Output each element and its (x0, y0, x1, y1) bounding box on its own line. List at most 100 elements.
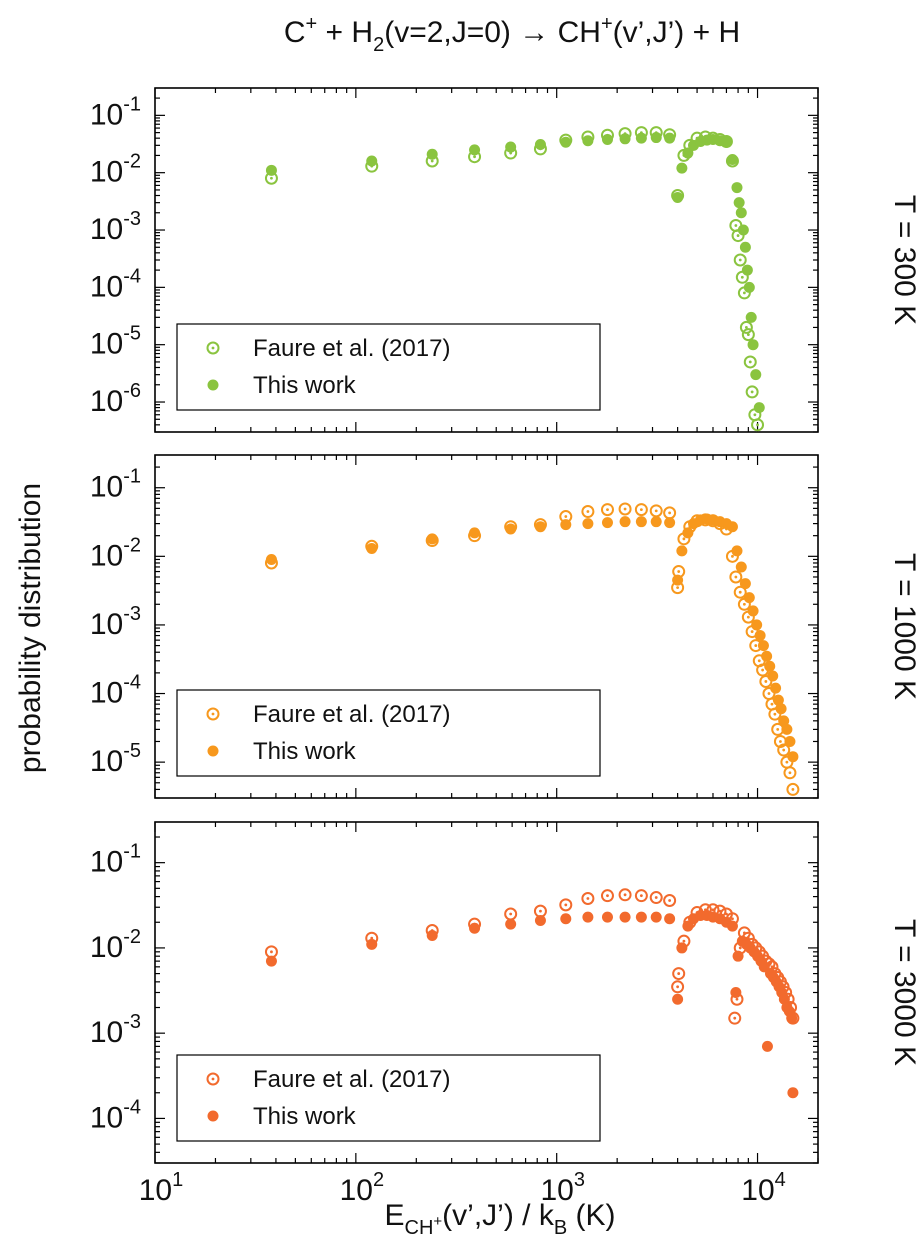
point-this-work (672, 191, 684, 203)
label-part-0: C (284, 16, 306, 49)
point-faure (671, 980, 685, 994)
point-faure (729, 570, 743, 584)
label-part-1: CH (405, 1217, 434, 1239)
point-this-work (754, 630, 766, 642)
point-faure-dot (370, 936, 374, 940)
point-faure-dot (734, 575, 738, 579)
legend-label: Faure et al. (2017) (253, 701, 450, 728)
point-faure (783, 766, 797, 780)
point-faure-dot (654, 509, 658, 513)
point-faure-dot (668, 899, 672, 902)
x-tick-label: 104 (741, 1169, 786, 1207)
legend-label: This work (253, 372, 357, 399)
point-this-work (743, 281, 755, 293)
data-points (264, 502, 800, 796)
point-this-work (730, 987, 742, 998)
point-this-work (682, 147, 694, 159)
y-tick-label: 10-4 (90, 672, 141, 710)
plot-frame (154, 454, 819, 799)
point-this-work (672, 574, 684, 586)
point-this-work (619, 516, 631, 528)
point-this-work (635, 132, 647, 144)
point-faure-dot (682, 537, 686, 541)
point-faure-dot (776, 728, 780, 731)
point-faure (672, 967, 686, 981)
point-faure-dot (676, 985, 680, 989)
point-this-work (619, 911, 631, 923)
label-part-4: B (554, 1217, 567, 1239)
legend: Faure et al. (2017) This work (176, 1054, 601, 1142)
point-faure-dot (731, 554, 734, 558)
point-this-work (775, 703, 787, 715)
panel-1: 10-5 10-4 10-3 10-2 10-1 T = 1000 K Faure et a… (90, 454, 921, 799)
label-part-3: (v’,J’) / k (442, 1199, 555, 1232)
point-faure (649, 891, 663, 905)
y-tick-label: 10-4 (90, 1096, 141, 1134)
x-tick-label: 103 (540, 1169, 585, 1207)
point-faure-dot (564, 515, 568, 518)
point-this-work (784, 735, 796, 747)
point-faure-dot (736, 234, 740, 237)
point-faure (739, 320, 753, 334)
point-this-work (778, 715, 790, 727)
point-this-work (469, 922, 481, 934)
point-this-work (786, 1012, 798, 1024)
legend-label: This work (253, 738, 357, 765)
point-faure-dot (733, 1016, 737, 1020)
y-tick-label: 10-1 (90, 841, 141, 879)
y-tick-label: 10-3 (90, 603, 141, 641)
point-faure (786, 782, 800, 796)
point-this-work (747, 605, 759, 617)
point-faure (600, 889, 614, 903)
label-part-4: (v=2,J=0) → CH (384, 16, 601, 49)
point-faure-dot (782, 748, 786, 752)
point-faure (634, 503, 648, 517)
point-faure-dot (738, 258, 742, 262)
point-this-work (778, 993, 790, 1005)
legend-marker-faure-dot (211, 1077, 215, 1081)
point-faure-dot (270, 176, 273, 180)
point-faure (663, 893, 677, 907)
point-faure (743, 355, 757, 369)
point-faure (600, 503, 614, 517)
point-faure-dot (734, 224, 738, 227)
point-this-work (767, 670, 779, 682)
point-this-work (682, 527, 694, 539)
point-faure-dot (735, 997, 739, 1001)
point-faure-dot (753, 413, 757, 417)
point-this-work (366, 938, 378, 950)
y-tick-label: 10-2 (90, 151, 141, 189)
legend-box (176, 689, 601, 777)
point-this-work (731, 545, 743, 557)
point-this-work (787, 1087, 799, 1099)
label-part-5: + (601, 13, 613, 35)
point-this-work (426, 929, 438, 941)
point-this-work (737, 224, 749, 236)
data-points (264, 126, 765, 432)
point-faure-dot (742, 602, 746, 606)
point-faure (733, 253, 747, 267)
point-this-work (676, 942, 688, 954)
point-this-work (745, 311, 757, 323)
point-this-work (733, 197, 745, 209)
label-part-5: (K) (567, 1199, 615, 1232)
point-this-work (770, 682, 782, 694)
point-this-work (505, 141, 517, 153)
point-faure-dot (738, 590, 742, 594)
point-faure-dot (473, 155, 476, 159)
point-this-work (469, 144, 481, 156)
legend-marker-faure-dot (211, 346, 215, 350)
legend-marker-faure-dot (211, 712, 215, 716)
point-faure-dot (539, 909, 542, 913)
y-tick-label: 10-5 (90, 323, 141, 361)
point-this-work (720, 136, 732, 148)
point-faure-dot (767, 692, 771, 695)
x-axis-label: ECH+(v’,J’) / kB (K) (385, 1199, 616, 1239)
point-this-work (560, 136, 572, 148)
legend: Faure et al. (2017) This work (176, 323, 601, 411)
panels: 10-6 10-5 10-4 10-3 10-2 10-1 T = 300 K Faure e… (90, 87, 921, 1207)
point-this-work (619, 133, 631, 145)
label-part-2: + (433, 1213, 442, 1230)
point-faure-dot (750, 630, 754, 633)
point-this-work (757, 640, 769, 652)
